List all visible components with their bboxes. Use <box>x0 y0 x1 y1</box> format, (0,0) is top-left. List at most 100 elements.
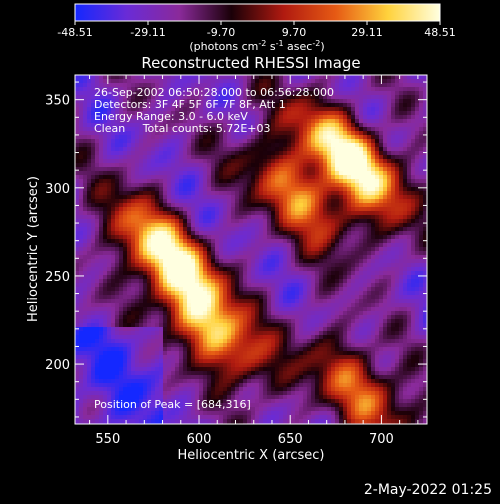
heatmap-cell <box>175 163 180 168</box>
heatmap-cell <box>375 103 380 108</box>
heatmap-cell <box>203 235 208 240</box>
heatmap-cell <box>379 187 384 192</box>
heatmap-cell <box>99 139 104 144</box>
heatmap-cell <box>159 231 164 236</box>
heatmap-cell <box>211 275 216 280</box>
heatmap-cell <box>199 203 204 208</box>
heatmap-cell <box>403 179 408 184</box>
heatmap-cell <box>307 207 312 212</box>
heatmap-cell <box>227 267 232 272</box>
heatmap-cell <box>167 155 172 160</box>
heatmap-cell <box>87 235 92 240</box>
heatmap-cell <box>171 215 176 220</box>
heatmap-cell <box>327 183 332 188</box>
heatmap-cell <box>103 175 108 180</box>
heatmap-cell <box>151 227 156 232</box>
heatmap-cell <box>419 243 424 248</box>
heatmap-cell <box>295 271 300 276</box>
heatmap-cell <box>239 207 244 212</box>
heatmap-cell <box>83 111 88 116</box>
heatmap-cell <box>415 95 420 100</box>
heatmap-cell <box>75 243 80 248</box>
heatmap-cell <box>399 251 404 256</box>
heatmap-cell <box>255 183 260 188</box>
heatmap-cell <box>195 207 200 212</box>
heatmap-cell <box>307 179 312 184</box>
heatmap-cell <box>127 251 132 256</box>
heatmap-cell <box>107 159 112 164</box>
heatmap-cell <box>127 207 132 212</box>
heatmap-cell <box>131 255 136 260</box>
heatmap-cell <box>367 203 372 208</box>
heatmap-cell <box>347 255 352 260</box>
colorbar-tick-label: 48.51 <box>424 26 456 39</box>
heatmap-cell <box>243 155 248 160</box>
heatmap-cell <box>279 139 284 144</box>
heatmap-cell <box>411 279 416 284</box>
heatmap-cell <box>159 287 164 292</box>
heatmap-cell <box>391 283 396 288</box>
heatmap-cell <box>227 295 232 300</box>
heatmap-cell <box>231 175 236 180</box>
heatmap-cell <box>147 183 152 188</box>
heatmap-cell <box>247 219 252 224</box>
heatmap-cell <box>283 191 288 196</box>
heatmap-cell <box>111 75 116 80</box>
heatmap-cell <box>263 159 268 164</box>
heatmap-cell <box>311 203 316 208</box>
heatmap-cell <box>411 223 416 228</box>
heatmap-cell <box>347 91 352 96</box>
heatmap-cell <box>379 275 384 280</box>
heatmap-cell <box>143 247 148 252</box>
heatmap-cell <box>123 147 128 152</box>
heatmap-cell <box>355 239 360 244</box>
heatmap-cell <box>327 143 332 148</box>
heatmap-cell <box>255 179 260 184</box>
heatmap-cell <box>327 287 332 292</box>
heatmap-cell <box>207 151 212 156</box>
heatmap-cell <box>327 159 332 164</box>
heatmap-cell <box>219 187 224 192</box>
heatmap-cell <box>335 159 340 164</box>
heatmap-cell <box>79 115 84 120</box>
heatmap-cell <box>291 151 296 156</box>
heatmap-cell <box>315 183 320 188</box>
heatmap-cell <box>391 167 396 172</box>
heatmap-cell <box>187 271 192 276</box>
heatmap-cell <box>367 259 372 264</box>
heatmap-cell <box>315 251 320 256</box>
heatmap-cell <box>199 267 204 272</box>
heatmap-cell <box>287 167 292 172</box>
heatmap-cell <box>175 171 180 176</box>
heatmap-cell <box>191 239 196 244</box>
heatmap-cell <box>319 75 324 80</box>
heatmap-cell <box>135 223 140 228</box>
heatmap-cell <box>295 175 300 180</box>
heatmap-cell <box>311 227 316 232</box>
heatmap-cell <box>87 155 92 160</box>
heatmap-cell <box>267 147 272 152</box>
heatmap-cell <box>75 111 80 116</box>
heatmap-cell <box>127 171 132 176</box>
heatmap-cell <box>411 159 416 164</box>
heatmap-cell <box>295 119 300 124</box>
heatmap-cell <box>191 195 196 200</box>
heatmap-cell <box>123 203 128 208</box>
heatmap-cell <box>351 139 356 144</box>
heatmap-cell <box>411 287 416 292</box>
heatmap-cell <box>135 187 140 192</box>
heatmap-cell <box>283 235 288 240</box>
heatmap-cell <box>111 211 116 216</box>
heatmap-cell <box>239 255 244 260</box>
heatmap-cell <box>267 175 272 180</box>
heatmap-cell <box>327 263 332 268</box>
heatmap-cell <box>83 291 88 296</box>
heatmap-cell <box>315 151 320 156</box>
heatmap-cell <box>295 263 300 268</box>
heatmap-cell <box>367 167 372 172</box>
colorbar-tick-label: 29.11 <box>351 26 383 39</box>
heatmap-cell <box>215 191 220 196</box>
heatmap-cell <box>263 143 268 148</box>
heatmap-cell <box>403 75 408 80</box>
heatmap-cell <box>135 183 140 188</box>
